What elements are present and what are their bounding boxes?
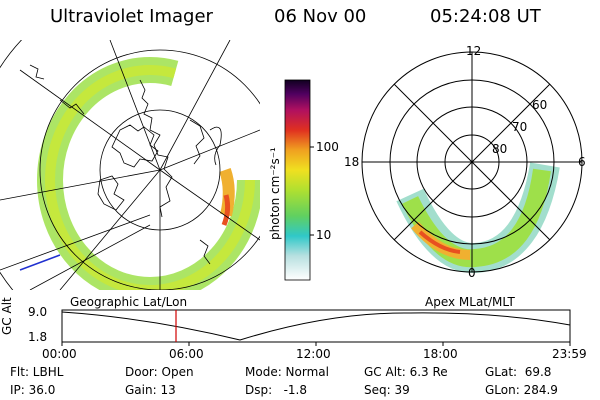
info-flt: Flt: LBHL (10, 365, 64, 379)
time-tick-2359: 23:59 (552, 347, 587, 361)
mlt-label-18: 18 (344, 155, 360, 169)
info-gc-alt: GC Alt: 6.3 Re (364, 365, 448, 379)
info-dsp: Dsp: -1.8 (245, 383, 308, 397)
altitude-ytick-max: 9.0 (28, 305, 48, 319)
apex-panel-label: Apex MLat/MLT (425, 295, 515, 309)
colorbar-unit-label: photon cm⁻²s⁻¹ (268, 147, 282, 240)
mlat-label-70: 70 (512, 120, 528, 134)
info-door: Door: Open (125, 365, 194, 379)
info-seq: Seq: 39 (364, 383, 410, 397)
time-tick-0600: 06:00 (169, 347, 204, 361)
time-tick-1200: 12:00 (296, 347, 331, 361)
aurora-oval-geo (37, 57, 260, 290)
altitude-ytick-min: 1.8 (28, 330, 48, 344)
info-glon: GLon: 284.9 (485, 383, 558, 397)
colorbar-tick-100: 100 (316, 140, 339, 154)
info-mode: Mode: Normal (245, 365, 329, 379)
mlt-label-12: 12 (466, 44, 482, 58)
aurora-oval-polar (396, 162, 560, 273)
colorbar-tick-10: 10 (316, 228, 332, 242)
mlat-label-60: 60 (532, 98, 548, 112)
instrument-title: Ultraviolet Imager (50, 6, 213, 27)
info-gain: Gain: 13 (125, 383, 176, 397)
altitude-curve (61, 311, 571, 341)
time-label: 05:24:08 UT (430, 6, 541, 27)
info-glat: GLat: 69.8 (485, 365, 552, 379)
mlt-label-6: 6 (578, 155, 586, 169)
altitude-ylabel: GC Alt (0, 297, 14, 335)
time-tick-1800: 18:00 (423, 347, 458, 361)
info-ip: IP: 36.0 (10, 383, 56, 397)
mlat-label-80: 80 (492, 142, 508, 156)
date-label: 06 Nov 00 (274, 6, 367, 27)
time-tick-0000: 00:00 (42, 347, 77, 361)
mlt-label-0: 0 (468, 266, 476, 280)
geographic-panel-label: Geographic Lat/Lon (70, 295, 188, 309)
